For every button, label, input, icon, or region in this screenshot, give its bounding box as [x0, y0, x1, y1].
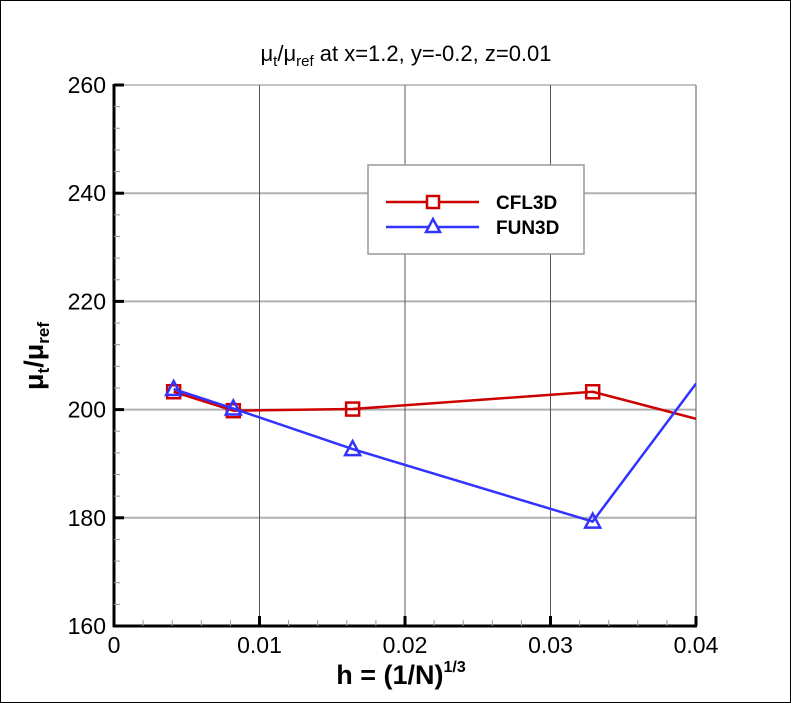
data-point-fun3d: [164, 378, 184, 397]
data-point-fun3d: [223, 397, 243, 416]
y-axis-label: μt/μref: [19, 322, 53, 390]
x-tick-label: 0.04: [674, 632, 719, 658]
y-tick-label: 200: [68, 397, 106, 423]
chart-title: μt/μref at x=1.2, y=-0.2, z=0.01: [260, 41, 551, 70]
x-tick-label: 0.01: [237, 632, 282, 658]
legend-label-cfl3d: CFL3D: [496, 193, 557, 214]
y-tick-label: 220: [68, 288, 106, 314]
data-point-cfl3d: [344, 401, 361, 417]
x-tick-label: 0.02: [383, 632, 428, 658]
axes: 160 180 200 220 240 260 0 0.01 0.02 0.03 0.04: [68, 72, 719, 658]
series-line-cfl3d: [173, 390, 696, 421]
y-tick-label: 180: [68, 505, 106, 531]
data-point-fun3d: [343, 438, 363, 457]
y-tick-label: 240: [68, 180, 106, 206]
x-axis-label: h = (1/N)1/3: [336, 659, 466, 690]
legend-marker-triangle: [423, 216, 443, 234]
legend-label-fun3d: FUN3D: [496, 218, 559, 239]
x-tick-label: 0: [108, 632, 121, 658]
series-fun3d: [164, 378, 696, 529]
y-tick-label: 160: [68, 613, 106, 639]
x-tick-label: 0.03: [528, 632, 573, 658]
legend-marker-square: [425, 194, 441, 210]
series-line-fun3d: [173, 382, 696, 524]
legend-box: [367, 164, 585, 255]
y-tick-label: 260: [68, 72, 106, 98]
data-point-fun3d: [583, 510, 603, 529]
series-layer: [164, 378, 696, 529]
data-point-cfl3d: [584, 383, 601, 400]
legend: CFL3D FUN3D: [367, 164, 585, 255]
